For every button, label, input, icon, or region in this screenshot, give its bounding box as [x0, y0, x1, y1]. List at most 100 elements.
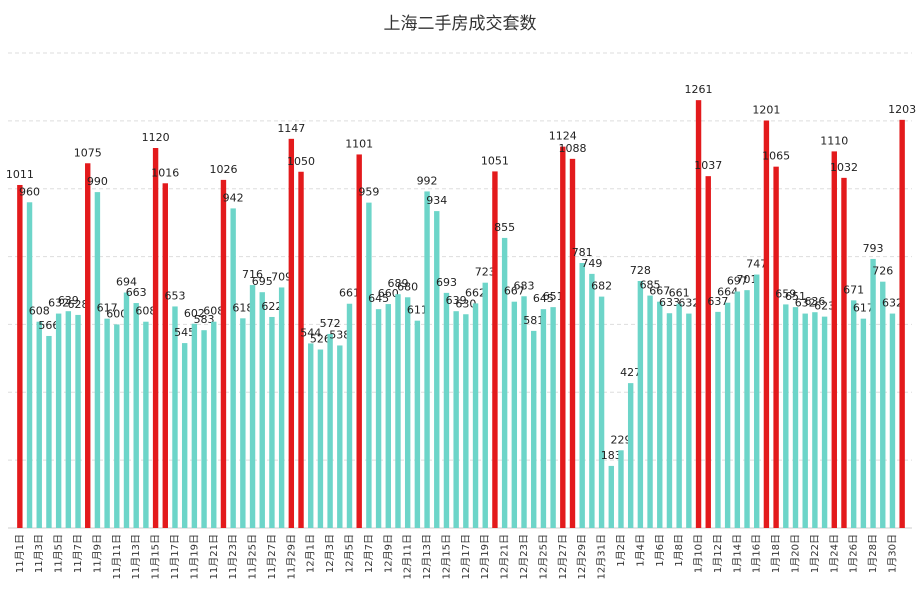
value-label: 600: [106, 307, 127, 320]
value-label: 632: [882, 297, 903, 310]
value-label: 749: [581, 257, 602, 270]
value-label: 538: [329, 328, 350, 341]
bar: [812, 312, 818, 528]
value-label: 683: [514, 279, 535, 292]
x-tick-label: 11月21日: [208, 534, 220, 579]
bar: [424, 191, 430, 528]
value-label: 1037: [694, 159, 722, 172]
value-label: 992: [417, 174, 438, 187]
value-label: 667: [504, 285, 525, 298]
value-label: 633: [659, 296, 680, 309]
value-label: 793: [863, 242, 884, 255]
bar: [337, 345, 343, 528]
bar: [754, 274, 760, 528]
value-label: 632: [678, 297, 699, 310]
x-tick-label: 12月17日: [460, 534, 472, 579]
x-tick-label: 11月15日: [150, 534, 162, 579]
value-label: 693: [436, 276, 457, 289]
value-label: 526: [310, 333, 331, 346]
x-tick-label: 11月7日: [72, 534, 84, 573]
value-label: 716: [242, 268, 263, 281]
bar: [249, 285, 256, 528]
x-tick-label: 1月8日: [673, 534, 685, 567]
value-label: 680: [397, 280, 418, 293]
bar: [899, 119, 905, 528]
value-label: 1032: [830, 161, 858, 174]
value-label: 990: [87, 175, 108, 188]
bar: [889, 313, 896, 528]
x-tick-label: 12月31日: [596, 534, 608, 579]
bar: [579, 263, 585, 528]
value-label: 728: [630, 264, 651, 277]
bar: [133, 303, 139, 528]
value-label: 602: [184, 307, 205, 320]
bar: [763, 120, 770, 529]
bar: [85, 163, 91, 528]
bar: [114, 324, 120, 528]
value-label: 544: [300, 326, 321, 339]
bar: [792, 307, 799, 528]
bar: [492, 171, 498, 529]
x-tick-label: 1月10日: [693, 534, 705, 573]
value-label: 608: [29, 305, 50, 318]
x-tick-label: 12月19日: [479, 534, 491, 579]
bar: [463, 314, 469, 528]
chart-title: 上海二手房成交套数: [384, 14, 537, 34]
bar: [831, 151, 837, 528]
bar: [269, 316, 275, 528]
bar: [850, 300, 857, 528]
x-tick-label: 1月2日: [615, 534, 627, 567]
bar: [259, 292, 265, 528]
value-label: 934: [426, 194, 447, 207]
bar: [240, 318, 246, 528]
value-label: 608: [135, 305, 156, 318]
x-tick-label: 11月9日: [91, 534, 103, 573]
value-label: 622: [261, 300, 282, 313]
value-label: 618: [232, 301, 253, 314]
x-tick-label: 12月29日: [576, 534, 588, 579]
value-label: 653: [164, 289, 185, 302]
x-tick-label: 11月29日: [285, 534, 297, 579]
x-tick-label: 1月26日: [848, 534, 860, 573]
x-tick-label: 12月15日: [440, 534, 452, 579]
bar: [36, 321, 42, 528]
bar: [375, 309, 382, 528]
x-tick-label: 1月4日: [634, 534, 646, 567]
value-label: 1147: [277, 122, 305, 135]
bar: [55, 313, 62, 528]
x-tick-label: 1月22日: [809, 534, 821, 573]
x-tick-label: 12月27日: [557, 534, 569, 579]
value-label: 617: [853, 302, 874, 315]
bar: [278, 287, 285, 528]
bar: [366, 202, 372, 528]
bar: [308, 343, 314, 528]
bar: [143, 321, 149, 528]
value-label: 639: [446, 294, 467, 307]
value-label: 1026: [209, 163, 237, 176]
bar: [65, 311, 72, 528]
value-label: 651: [785, 290, 806, 303]
value-label: 632: [795, 297, 816, 310]
x-tick-label: 11月27日: [266, 534, 278, 579]
value-label: 959: [358, 186, 379, 199]
bar: [598, 296, 605, 528]
x-tick-label: 11月19日: [188, 534, 200, 579]
x-tick-label: 11月25日: [247, 534, 259, 579]
bar: [434, 211, 440, 528]
bar: [181, 343, 188, 528]
bar: [715, 311, 721, 528]
bar: [860, 318, 867, 528]
value-label: 942: [223, 191, 244, 204]
value-label: 608: [203, 305, 224, 318]
value-label: 1016: [151, 166, 179, 179]
bar: [511, 301, 518, 528]
bar: [783, 304, 789, 528]
x-tick-label: 1月30日: [886, 534, 898, 573]
x-tick-label: 12月25日: [537, 534, 549, 579]
value-label: 659: [775, 287, 796, 300]
value-label: 566: [38, 319, 59, 332]
value-label: 1011: [6, 168, 34, 181]
x-tick-label: 1月20日: [790, 534, 802, 573]
value-label: 1088: [559, 142, 587, 155]
